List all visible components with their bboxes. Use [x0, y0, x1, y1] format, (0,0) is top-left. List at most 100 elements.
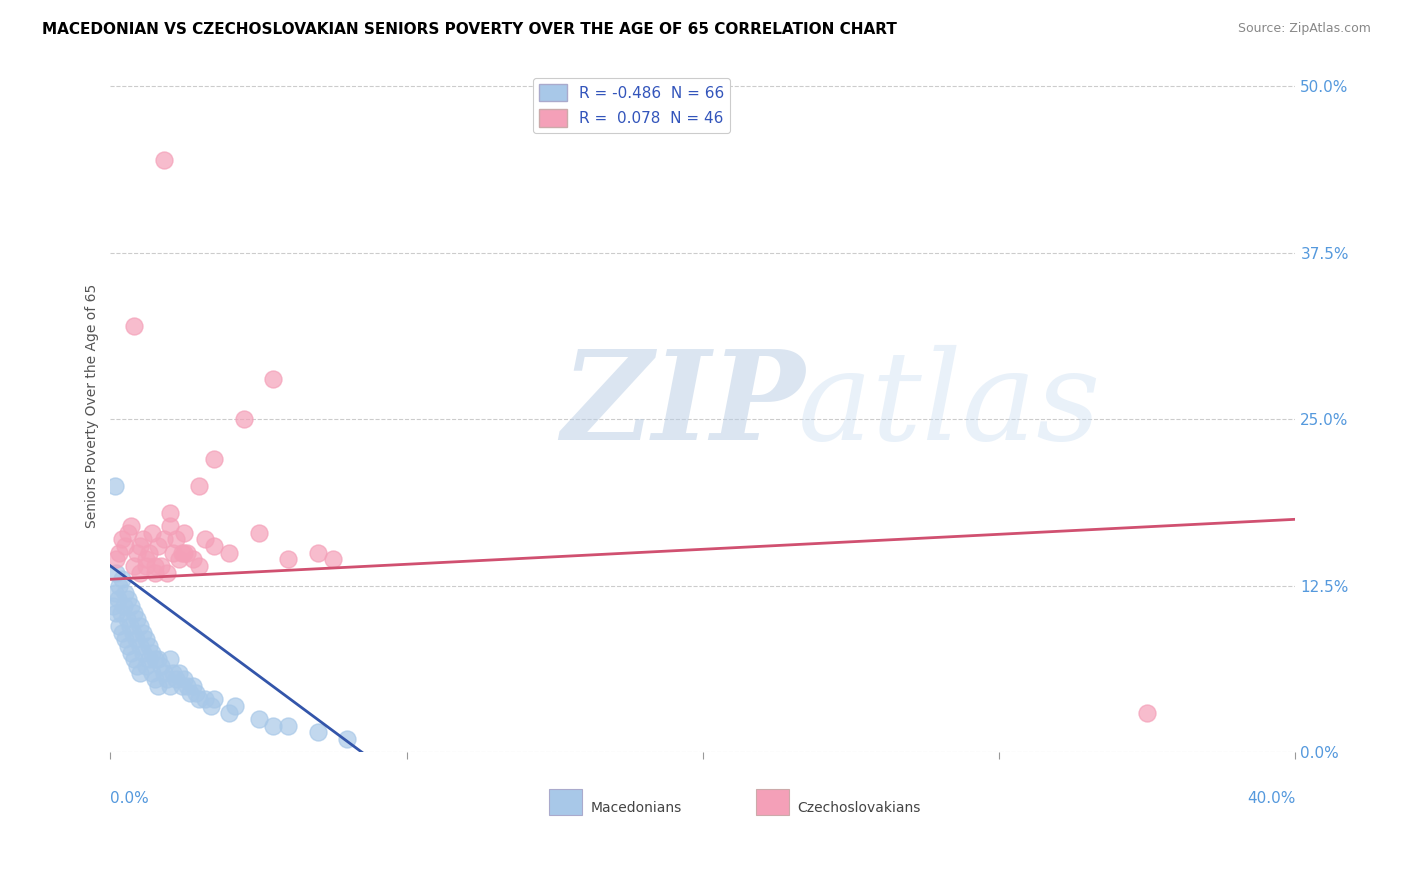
Point [183, 679, 205, 693]
Point [179, 685, 201, 699]
Point [135, 658, 157, 673]
Point [165, 533, 187, 547]
Point [122, 319, 145, 334]
Point [135, 552, 157, 566]
Point [152, 533, 174, 547]
Point [105, 566, 128, 580]
Point [143, 558, 166, 573]
Point [176, 679, 198, 693]
Point [188, 692, 211, 706]
Point [117, 592, 139, 607]
Point [107, 592, 129, 607]
Point [176, 546, 198, 560]
Point [114, 632, 136, 647]
Point [122, 558, 145, 573]
Point [122, 652, 145, 666]
Point [117, 525, 139, 540]
Point [104, 585, 127, 599]
Point [159, 506, 181, 520]
Point [202, 539, 225, 553]
Point [188, 479, 211, 493]
Point [1136, 706, 1159, 720]
Point [120, 519, 142, 533]
Point [159, 652, 181, 666]
Point [111, 572, 134, 586]
Text: Macedonians: Macedonians [591, 801, 682, 815]
Point [307, 725, 329, 739]
Point [114, 539, 136, 553]
Point [118, 619, 141, 633]
Point [232, 412, 254, 426]
Point [156, 566, 179, 580]
FancyBboxPatch shape [756, 789, 789, 814]
Point [186, 685, 208, 699]
Point [146, 652, 169, 666]
Point [103, 599, 125, 613]
Point [162, 665, 184, 680]
Text: Source: ZipAtlas.com: Source: ZipAtlas.com [1237, 22, 1371, 36]
Point [132, 625, 155, 640]
Point [149, 658, 172, 673]
Point [135, 632, 157, 647]
Point [162, 546, 184, 560]
Point [336, 732, 359, 747]
Point [167, 552, 190, 566]
Point [141, 665, 163, 680]
Point [159, 679, 181, 693]
Point [218, 546, 240, 560]
Point [156, 672, 179, 686]
Point [247, 712, 270, 726]
Point [141, 525, 163, 540]
Point [165, 672, 187, 686]
Point [111, 533, 134, 547]
Legend: R = -0.486  N = 66, R =  0.078  N = 46: R = -0.486 N = 66, R = 0.078 N = 46 [533, 78, 731, 133]
Point [108, 546, 131, 560]
Point [129, 619, 152, 633]
Point [135, 558, 157, 573]
Point [202, 452, 225, 467]
Point [138, 546, 160, 560]
Point [114, 585, 136, 599]
Point [307, 546, 329, 560]
Point [108, 579, 131, 593]
Point [322, 552, 344, 566]
Point [120, 599, 142, 613]
Point [105, 606, 128, 620]
Point [111, 625, 134, 640]
Text: Czechoslovakians: Czechoslovakians [797, 801, 921, 815]
Point [152, 665, 174, 680]
Point [104, 479, 127, 493]
Point [277, 719, 299, 733]
Point [117, 639, 139, 653]
Point [129, 539, 152, 553]
Point [143, 566, 166, 580]
Text: ZIP: ZIP [561, 345, 804, 467]
Point [173, 546, 195, 560]
Point [188, 558, 211, 573]
Point [262, 372, 284, 386]
Point [173, 672, 195, 686]
FancyBboxPatch shape [548, 789, 582, 814]
Point [170, 679, 193, 693]
Point [277, 552, 299, 566]
Point [122, 606, 145, 620]
Point [141, 646, 163, 660]
Point [167, 665, 190, 680]
Text: MACEDONIAN VS CZECHOSLOVAKIAN SENIORS POVERTY OVER THE AGE OF 65 CORRELATION CHA: MACEDONIAN VS CZECHOSLOVAKIAN SENIORS PO… [42, 22, 897, 37]
Point [146, 679, 169, 693]
Point [143, 672, 166, 686]
Point [143, 652, 166, 666]
Point [170, 546, 193, 560]
Point [247, 525, 270, 540]
Point [200, 698, 222, 713]
Point [132, 533, 155, 547]
Point [218, 706, 240, 720]
Point [132, 646, 155, 660]
Point [138, 639, 160, 653]
Point [202, 692, 225, 706]
Text: atlas: atlas [797, 345, 1101, 467]
Point [194, 692, 217, 706]
Point [146, 539, 169, 553]
Point [125, 658, 148, 673]
Point [183, 552, 205, 566]
